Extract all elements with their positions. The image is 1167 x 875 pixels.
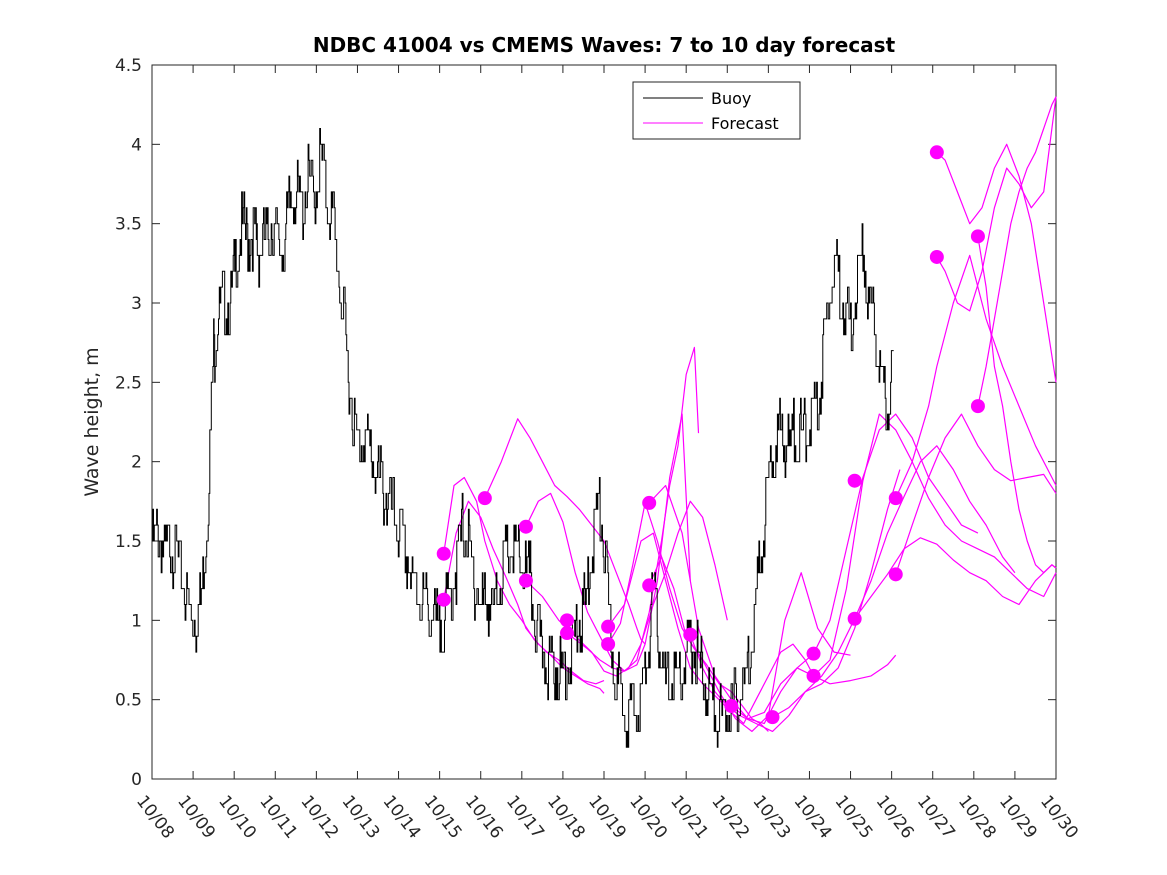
forecast-line	[895, 413, 1057, 575]
forecast-line	[443, 500, 605, 694]
plot-area	[151, 64, 1057, 780]
y-tick-label: 2.5	[115, 373, 142, 393]
forecast-marker	[970, 229, 985, 244]
forecast-marker	[806, 668, 821, 683]
y-tick-label: 3	[131, 294, 142, 314]
forecast-marker	[477, 491, 492, 506]
forecast-line	[443, 476, 605, 685]
forecast-marker	[888, 491, 903, 506]
forecast-marker	[929, 145, 944, 160]
forecast-line	[936, 143, 1057, 383]
legend-box	[632, 81, 801, 140]
forecast-marker	[560, 626, 575, 641]
buoy-line	[152, 128, 894, 748]
forecast-marker	[847, 473, 862, 488]
forecast-line	[648, 556, 851, 733]
forecast-line	[936, 96, 1057, 312]
y-axis: 0 0.5 1 1.5 2 2.5 3 3.5 4 4.5	[115, 56, 1056, 790]
y-tick-label: 4.5	[115, 56, 142, 76]
forecast-line	[772, 445, 1016, 718]
forecast-line	[648, 484, 897, 725]
legend-buoy-label: Buoy	[711, 89, 751, 108]
forecast-marker	[436, 592, 451, 607]
forecast-line	[977, 96, 1057, 407]
forecast-marker	[847, 611, 862, 626]
forecast-marker	[806, 646, 821, 661]
forecast-marker	[518, 573, 533, 588]
forecast-marker	[765, 710, 780, 725]
forecast-markers	[436, 145, 985, 725]
forecast-marker	[642, 495, 657, 510]
forecast-marker	[601, 637, 616, 652]
forecast-line	[731, 413, 979, 720]
forecast-marker	[724, 699, 739, 714]
forecast-marker	[518, 519, 533, 534]
y-tick-label: 4	[131, 135, 142, 155]
forecast-lines	[443, 96, 1057, 733]
buoy-series	[152, 128, 894, 748]
chart-title: NDBC 41004 vs CMEMS Waves: 7 to 10 day f…	[313, 33, 896, 57]
legend: Buoy Forecast	[632, 81, 801, 140]
y-tick-label: 0.5	[115, 691, 142, 711]
forecast-line	[689, 469, 901, 733]
y-tick-label: 3.5	[115, 215, 142, 235]
forecast-line	[484, 418, 646, 645]
forecast-line	[977, 236, 1057, 574]
y-tick-label: 0	[131, 770, 142, 790]
forecast-marker	[642, 578, 657, 593]
legend-forecast-label: Forecast	[711, 114, 779, 133]
y-axis-label: Wave height, m	[81, 347, 103, 496]
forecast-marker	[929, 249, 944, 264]
forecast-marker	[683, 627, 698, 642]
forecast-marker	[436, 546, 451, 561]
forecast-marker	[601, 619, 616, 634]
forecast-marker	[560, 613, 575, 628]
y-tick-label: 1	[131, 611, 142, 631]
y-tick-label: 2	[131, 453, 142, 473]
forecast-marker	[888, 567, 903, 582]
forecast-marker	[970, 399, 985, 414]
y-tick-label: 1.5	[115, 532, 142, 552]
forecast-line	[813, 413, 1057, 677]
forecast-line	[895, 254, 1057, 499]
